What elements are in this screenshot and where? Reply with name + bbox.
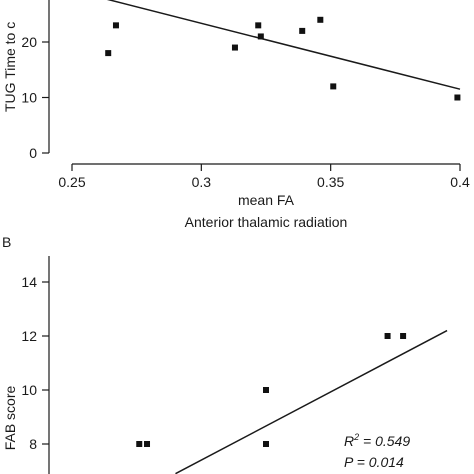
data-point — [400, 333, 407, 339]
x-tick-label: 0.3 — [192, 174, 212, 190]
data-point — [299, 27, 306, 34]
y-tick-label: 10 — [21, 90, 37, 106]
panel-a-x-ticks: 0.25 0.3 0.35 0.4 — [58, 164, 470, 190]
data-point — [317, 16, 324, 23]
data-point — [330, 83, 337, 90]
panel-a-fit-line — [106, 0, 461, 90]
panel-b-points — [136, 333, 407, 447]
panel-b-letter: B — [2, 234, 11, 250]
data-point — [257, 33, 264, 40]
data-point — [231, 44, 238, 51]
x-tick-label: 0.4 — [450, 174, 470, 190]
r2-prefix: R — [344, 433, 354, 449]
panel-b-y-ticks: 8 10 12 14 — [21, 274, 49, 452]
r2-value: = 0.549 — [359, 433, 410, 449]
panel-a: 0 10 20 0.25 0.3 0.35 0.4 TUG Time to c mean … — [2, 0, 470, 230]
y-tick-label: 10 — [21, 382, 37, 398]
panel-a-subtitle: Anterior thalamic radiation — [185, 214, 348, 230]
panel-b-r2-annotation: R2 = 0.549 — [344, 432, 410, 449]
data-point — [112, 22, 119, 29]
data-point — [263, 441, 269, 447]
panel-b: B 8 10 12 14 FAB score R2 = 0.549 P = 0.014 — [2, 234, 448, 474]
panel-b-p-annotation: P = 0.014 — [344, 454, 404, 470]
data-point — [144, 441, 151, 447]
y-tick-label: 20 — [21, 34, 37, 50]
panel-b-y-axis-label: FAB score — [2, 386, 18, 451]
panel-a-points — [105, 16, 461, 101]
x-tick-label: 0.25 — [58, 174, 85, 190]
data-point — [263, 387, 269, 393]
y-tick-label: 0 — [29, 145, 37, 161]
y-tick-label: 14 — [21, 274, 37, 290]
panel-a-y-axis-label: TUG Time to c — [2, 22, 18, 112]
data-point — [255, 22, 262, 29]
data-point — [454, 94, 461, 101]
panel-a-y-ticks: 0 10 20 — [21, 34, 49, 161]
x-tick-label: 0.35 — [317, 174, 344, 190]
panel-a-x-axis-label: mean FA — [238, 192, 295, 208]
data-point — [384, 333, 391, 339]
y-tick-label: 12 — [21, 328, 37, 344]
y-tick-label: 8 — [29, 436, 37, 452]
r2-superscript: 2 — [353, 432, 359, 442]
data-point — [136, 441, 143, 447]
panel-b-fit-line — [175, 329, 448, 474]
data-point — [105, 50, 112, 57]
